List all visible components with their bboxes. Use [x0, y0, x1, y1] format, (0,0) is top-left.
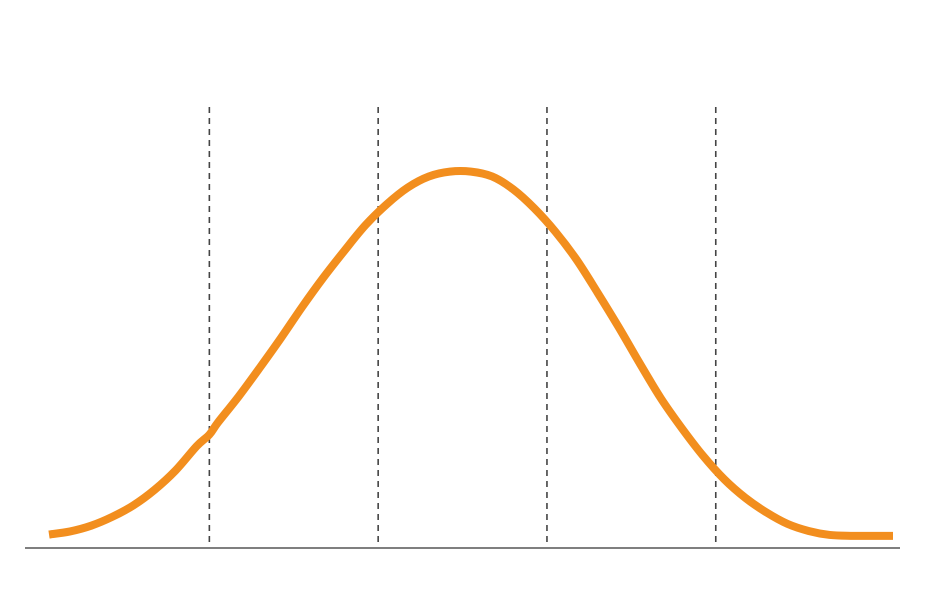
- series-layer: [48, 167, 893, 540]
- series-line-1: [48, 167, 893, 540]
